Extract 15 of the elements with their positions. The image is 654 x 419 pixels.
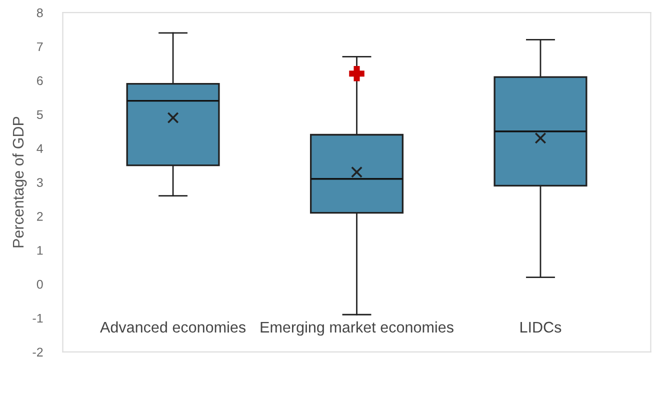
y-axis-title: Percentage of GDP [12, 116, 27, 248]
y-tick-label: 8 [36, 8, 43, 18]
y-tick-label: 1 [37, 246, 43, 255]
y-tick-label: 7 [37, 42, 43, 52]
y-tick-label: 0 [36, 280, 43, 289]
x-tick-label: Emerging market economies [260, 321, 454, 336]
y-tick-label: 4 [36, 144, 43, 153]
y-tick-label: 6 [37, 76, 43, 86]
y-tick-label: -2 [32, 348, 43, 356]
y-tick-label: 5 [36, 110, 43, 120]
y-tick-label: 2 [37, 212, 43, 221]
x-tick-label: LIDCs [520, 322, 562, 333]
y-tick-label: -1 [32, 314, 43, 323]
y-tick-label: 3 [36, 178, 43, 187]
x-tick-label: Advanced economies [100, 321, 246, 333]
